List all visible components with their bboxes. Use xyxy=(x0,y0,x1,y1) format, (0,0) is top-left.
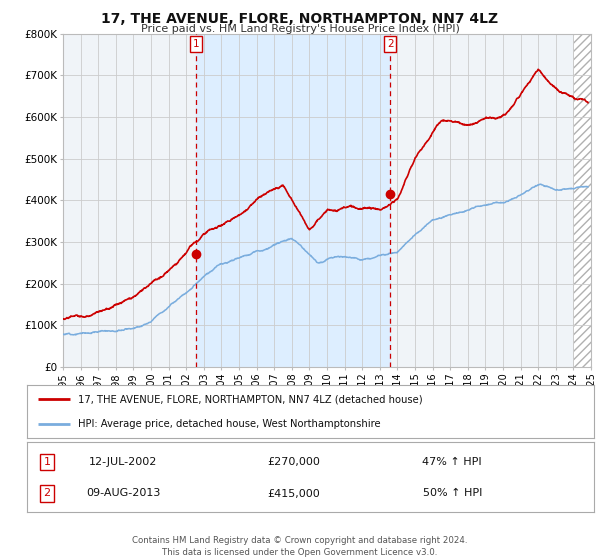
Text: HPI: Average price, detached house, West Northamptonshire: HPI: Average price, detached house, West… xyxy=(78,418,380,428)
Text: 2: 2 xyxy=(387,39,394,49)
Bar xyxy=(196,34,391,367)
Text: 17, THE AVENUE, FLORE, NORTHAMPTON, NN7 4LZ (detached house): 17, THE AVENUE, FLORE, NORTHAMPTON, NN7 … xyxy=(78,394,422,404)
Text: 50% ↑ HPI: 50% ↑ HPI xyxy=(422,488,482,498)
Text: Contains HM Land Registry data © Crown copyright and database right 2024.
This d: Contains HM Land Registry data © Crown c… xyxy=(132,536,468,557)
Text: 2: 2 xyxy=(43,488,50,498)
Text: 1: 1 xyxy=(43,457,50,467)
Text: 1: 1 xyxy=(193,39,199,49)
Text: 09-AUG-2013: 09-AUG-2013 xyxy=(86,488,161,498)
Text: Price paid vs. HM Land Registry's House Price Index (HPI): Price paid vs. HM Land Registry's House … xyxy=(140,24,460,34)
Text: 12-JUL-2002: 12-JUL-2002 xyxy=(89,457,158,467)
Bar xyxy=(574,34,591,367)
Bar xyxy=(574,34,591,367)
Text: 17, THE AVENUE, FLORE, NORTHAMPTON, NN7 4LZ: 17, THE AVENUE, FLORE, NORTHAMPTON, NN7 … xyxy=(101,12,499,26)
Text: 47% ↑ HPI: 47% ↑ HPI xyxy=(422,457,482,467)
Text: £270,000: £270,000 xyxy=(267,457,320,467)
Text: £415,000: £415,000 xyxy=(267,488,320,498)
